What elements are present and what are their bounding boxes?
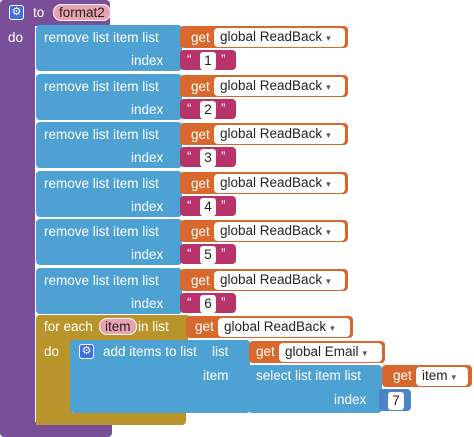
add-items-gear-icon[interactable]: ⚙ xyxy=(79,344,94,359)
quote-open-glyph: “ xyxy=(187,246,192,261)
remove-list-item-block[interactable] xyxy=(36,171,182,217)
procedure-name-field[interactable]: format2 xyxy=(53,4,111,21)
quote-open-glyph: “ xyxy=(187,295,192,310)
for-each-variable-dropdown[interactable]: global ReadBack ▾ xyxy=(218,318,350,337)
add-items-variable-dropdown[interactable]: global Email ▾ xyxy=(279,343,382,362)
remove-variable-dropdown[interactable]: global ReadBack ▾ xyxy=(214,174,345,193)
procedure-do-label: do xyxy=(8,30,24,45)
select-list-item-label: select list item list xyxy=(256,368,362,383)
quote-open-glyph: “ xyxy=(187,101,192,116)
remove-index-label: index xyxy=(131,102,164,117)
remove-variable-value: global ReadBack xyxy=(220,175,323,190)
dropdown-arrow-icon: ▾ xyxy=(451,372,457,382)
add-items-upper-row xyxy=(70,340,250,364)
quote-open-glyph: “ xyxy=(187,52,192,67)
procedure-body-rail xyxy=(0,26,35,430)
quote-close-glyph: ” xyxy=(221,295,226,310)
for-each-footer xyxy=(36,413,186,425)
select-variable-value: item xyxy=(422,368,448,383)
quote-close-glyph: ” xyxy=(221,52,226,67)
index-text-field[interactable]: 5 xyxy=(200,246,216,264)
select-index-label: index xyxy=(334,392,367,407)
add-items-item-label: item xyxy=(203,368,229,383)
dropdown-arrow-icon: ▾ xyxy=(326,276,331,286)
number-field[interactable]: 7 xyxy=(388,392,404,410)
remove-variable-dropdown[interactable]: global ReadBack ▾ xyxy=(214,125,345,144)
for-each-in-list-label: in list xyxy=(138,319,169,334)
for-each-variable-value: global ReadBack xyxy=(224,319,327,334)
index-text-field[interactable]: 6 xyxy=(200,295,216,313)
remove-variable-value: global ReadBack xyxy=(220,126,323,141)
dropdown-arrow-icon: ▾ xyxy=(326,33,331,43)
remove-index-label: index xyxy=(131,53,164,68)
remove-get-label: get xyxy=(191,224,210,239)
remove-index-label: index xyxy=(131,247,164,262)
remove-list-item-label: remove list item list xyxy=(44,176,159,191)
remove-list-item-label: remove list item list xyxy=(44,127,159,142)
remove-index-label: index xyxy=(131,150,164,165)
quote-open-glyph: “ xyxy=(187,149,192,164)
remove-get-label: get xyxy=(191,176,210,191)
procedure-footer xyxy=(0,422,112,437)
index-text-field[interactable]: 3 xyxy=(200,149,216,167)
quote-close-glyph: ” xyxy=(221,101,226,116)
for-each-item-name[interactable]: item xyxy=(99,318,137,335)
add-items-get-label: get xyxy=(256,344,275,359)
remove-get-label: get xyxy=(191,79,210,94)
add-items-list-label: list xyxy=(212,344,229,359)
remove-variable-dropdown[interactable]: global ReadBack ▾ xyxy=(214,222,345,241)
remove-get-label: get xyxy=(191,273,210,288)
remove-index-label: index xyxy=(131,296,164,311)
remove-list-item-block[interactable] xyxy=(36,74,182,120)
remove-variable-value: global ReadBack xyxy=(220,78,323,93)
select-get-label: get xyxy=(393,368,412,383)
for-each-label: for each xyxy=(44,319,93,334)
dropdown-arrow-icon: ▾ xyxy=(326,82,331,92)
quote-open-glyph: “ xyxy=(187,198,192,213)
dropdown-arrow-icon: ▾ xyxy=(326,179,331,189)
quote-close-glyph: ” xyxy=(221,198,226,213)
procedure-to-label: to xyxy=(33,5,45,20)
remove-get-label: get xyxy=(191,127,210,142)
remove-list-item-block[interactable] xyxy=(36,268,182,314)
dropdown-arrow-icon: ▾ xyxy=(362,348,368,358)
for-each-body-rail xyxy=(36,341,72,421)
remove-get-label: get xyxy=(191,30,210,45)
add-items-label: add items to list xyxy=(103,344,197,359)
remove-list-item-block[interactable] xyxy=(36,25,182,71)
remove-list-item-block[interactable] xyxy=(36,122,182,168)
remove-list-item-label: remove list item list xyxy=(44,224,159,239)
dropdown-arrow-icon: ▾ xyxy=(330,323,335,333)
remove-list-item-label: remove list item list xyxy=(44,30,159,45)
dropdown-arrow-icon: ▾ xyxy=(326,227,331,237)
remove-variable-value: global ReadBack xyxy=(220,29,323,44)
remove-index-label: index xyxy=(131,199,164,214)
index-text-field[interactable]: 1 xyxy=(200,52,216,70)
remove-list-item-label: remove list item list xyxy=(44,79,159,94)
remove-list-item-label: remove list item list xyxy=(44,273,159,288)
remove-variable-dropdown[interactable]: global ReadBack ▾ xyxy=(214,77,345,96)
remove-variable-dropdown[interactable]: global ReadBack ▾ xyxy=(214,271,345,290)
quote-close-glyph: ” xyxy=(221,149,226,164)
remove-variable-dropdown[interactable]: global ReadBack ▾ xyxy=(214,28,345,47)
select-variable-dropdown[interactable]: item ▾ xyxy=(416,367,468,386)
mutator-gear-icon[interactable]: ⚙ xyxy=(9,5,24,20)
index-text-field[interactable]: 2 xyxy=(200,101,216,119)
index-text-field[interactable]: 4 xyxy=(200,198,216,216)
remove-variable-value: global ReadBack xyxy=(220,272,323,287)
for-each-do-label: do xyxy=(44,344,60,359)
dropdown-arrow-icon: ▾ xyxy=(326,130,331,140)
quote-close-glyph: ” xyxy=(221,246,226,261)
remove-variable-value: global ReadBack xyxy=(220,223,323,238)
add-items-variable-value: global Email xyxy=(285,344,359,359)
remove-list-item-block[interactable] xyxy=(36,219,182,265)
select-list-item-block[interactable] xyxy=(248,365,382,413)
for-each-get-label: get xyxy=(195,319,214,334)
